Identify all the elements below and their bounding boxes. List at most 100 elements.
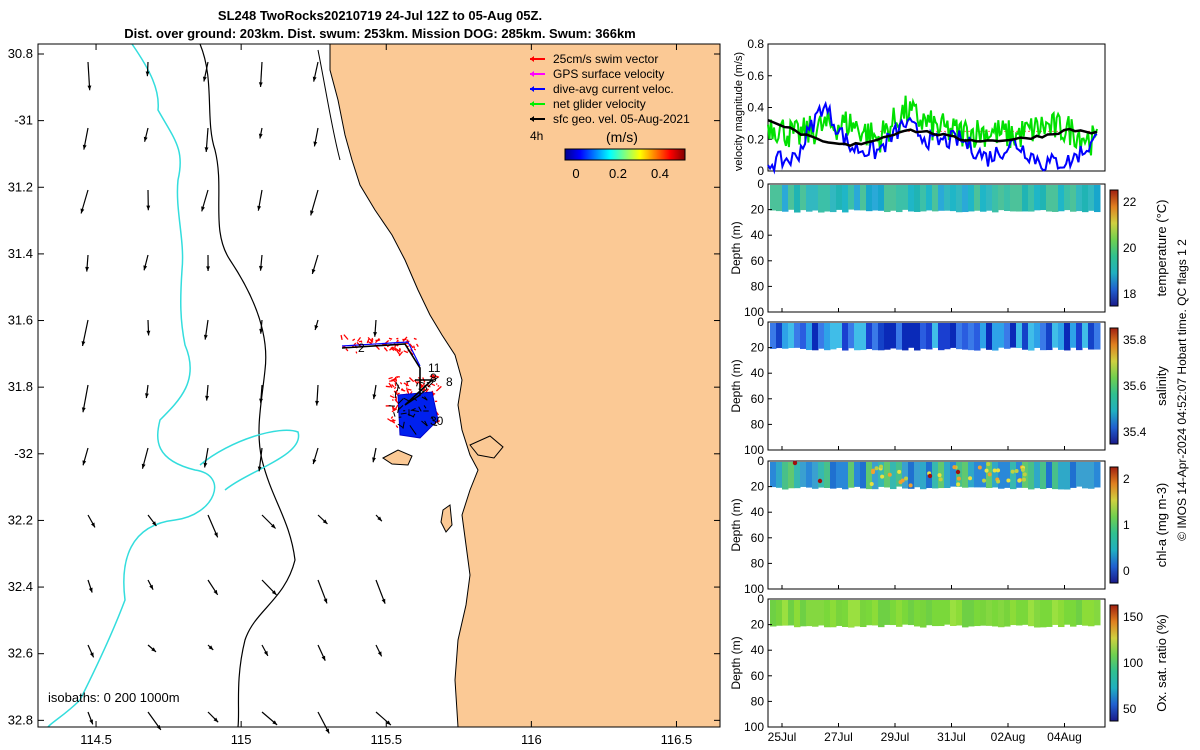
profile-column <box>776 185 783 212</box>
island-rottnest <box>382 449 413 466</box>
profile-column <box>1004 462 1011 488</box>
swim-vector <box>393 390 396 393</box>
profile-column <box>842 462 849 490</box>
depth-y-tick-label: 100 <box>744 582 764 596</box>
profile-column <box>968 185 975 212</box>
swim-vector <box>357 336 362 342</box>
swim-vector <box>405 387 409 393</box>
profile-column <box>872 600 879 626</box>
profile-column <box>860 323 867 351</box>
profile-column <box>956 323 963 350</box>
profile-column <box>998 600 1005 628</box>
swim-vector <box>352 338 356 342</box>
isobath-1000-lobe <box>199 429 300 491</box>
velocity-ylabel: velocity magnitude (m/s) <box>733 52 745 171</box>
profile-column <box>1088 600 1095 627</box>
swim-vector <box>403 350 409 354</box>
profile-column <box>992 600 999 627</box>
profile-column <box>788 600 795 626</box>
profile-column <box>1004 185 1011 212</box>
profile-column <box>1046 600 1053 627</box>
profile-column <box>992 462 999 488</box>
depth-y-tick-label: 0 <box>757 454 764 468</box>
chla-point <box>992 468 997 473</box>
swim-vector <box>360 340 363 343</box>
profile-column <box>782 185 789 212</box>
depth-y-tick-label: 20 <box>751 203 765 217</box>
profile-column <box>776 462 783 488</box>
swim-vector <box>413 345 416 349</box>
profile-column <box>878 462 885 487</box>
velocity-arrowhead <box>312 459 317 465</box>
swim-vector <box>413 379 418 385</box>
velocity-arrowhead <box>258 82 263 87</box>
track-segment <box>395 382 400 389</box>
colorbar-tick-label: 0 <box>1123 564 1130 578</box>
track-day-label: 8 <box>446 375 453 389</box>
profile-column <box>1022 600 1029 625</box>
velocity-arrowhead <box>89 652 94 658</box>
profile-column <box>812 185 819 211</box>
depth-panel-oxygen <box>767 598 1119 728</box>
profile-column <box>1058 600 1065 628</box>
profile-column <box>854 323 861 351</box>
track-segment <box>402 421 405 429</box>
velocity-arrowhead <box>257 466 262 472</box>
profile-column <box>866 462 873 490</box>
profile-column <box>914 185 921 212</box>
chla-point <box>1017 478 1022 483</box>
profile-column <box>1046 323 1053 351</box>
depth-y-tick-label: 80 <box>751 417 765 431</box>
profile-column <box>782 462 789 490</box>
glider-track <box>340 334 442 439</box>
profile-column <box>896 185 903 213</box>
profile-column <box>896 600 903 627</box>
velocity-arrowhead <box>151 647 156 652</box>
profile-column <box>944 185 951 211</box>
map-y-tick-label: 30.8 <box>8 46 33 61</box>
profile-column <box>962 185 969 213</box>
profile-column <box>1010 323 1017 348</box>
isobaths-label: isobaths: 0 200 1000m <box>48 690 180 705</box>
map-y-tick-label: 32.2 <box>8 512 33 527</box>
profile-column <box>890 185 897 211</box>
track-day-label: 2 <box>358 341 365 355</box>
profile-column <box>1094 323 1101 350</box>
velocity-arrowhead <box>143 136 148 142</box>
velocity-arrowhead <box>213 717 219 723</box>
swim-vector <box>389 379 395 382</box>
velocity-arrowhead <box>312 76 317 82</box>
swim-vector <box>371 337 374 341</box>
profile-column <box>914 462 921 488</box>
map-y-tick-label: 32.6 <box>8 646 33 661</box>
depth-panel-temperature <box>767 183 1119 313</box>
colorbar-tick-label: 35.8 <box>1123 333 1147 347</box>
profile-column <box>914 600 921 627</box>
profile-column <box>926 185 933 211</box>
swim-vector <box>394 376 398 382</box>
profile-column <box>848 185 855 210</box>
legend-4h-label: 4h <box>530 129 543 143</box>
profile-column <box>848 462 855 488</box>
profile-column <box>1076 323 1083 351</box>
velocity-arrowhead <box>91 522 95 528</box>
profile-column <box>1088 185 1095 211</box>
profile-column <box>920 462 927 490</box>
velocity-arrowhead <box>386 720 391 726</box>
velocity-arrowhead <box>315 400 319 406</box>
depth-colorbar <box>1109 327 1119 445</box>
profile-column <box>1070 323 1077 348</box>
swim-vector <box>394 383 397 387</box>
swim-vector <box>431 383 436 387</box>
swim-vector <box>390 416 394 419</box>
profile-column <box>788 323 795 349</box>
swim-vector <box>384 347 387 350</box>
profile-column <box>992 185 999 213</box>
profile-column <box>884 462 891 488</box>
velocity-arrowhead <box>372 457 376 463</box>
profile-column <box>920 600 927 628</box>
swim-vector <box>355 351 358 354</box>
time-tick-label: 25Jul <box>768 730 797 744</box>
map-colorbar-tick-label: 0.4 <box>651 166 669 181</box>
profile-column <box>986 600 993 626</box>
